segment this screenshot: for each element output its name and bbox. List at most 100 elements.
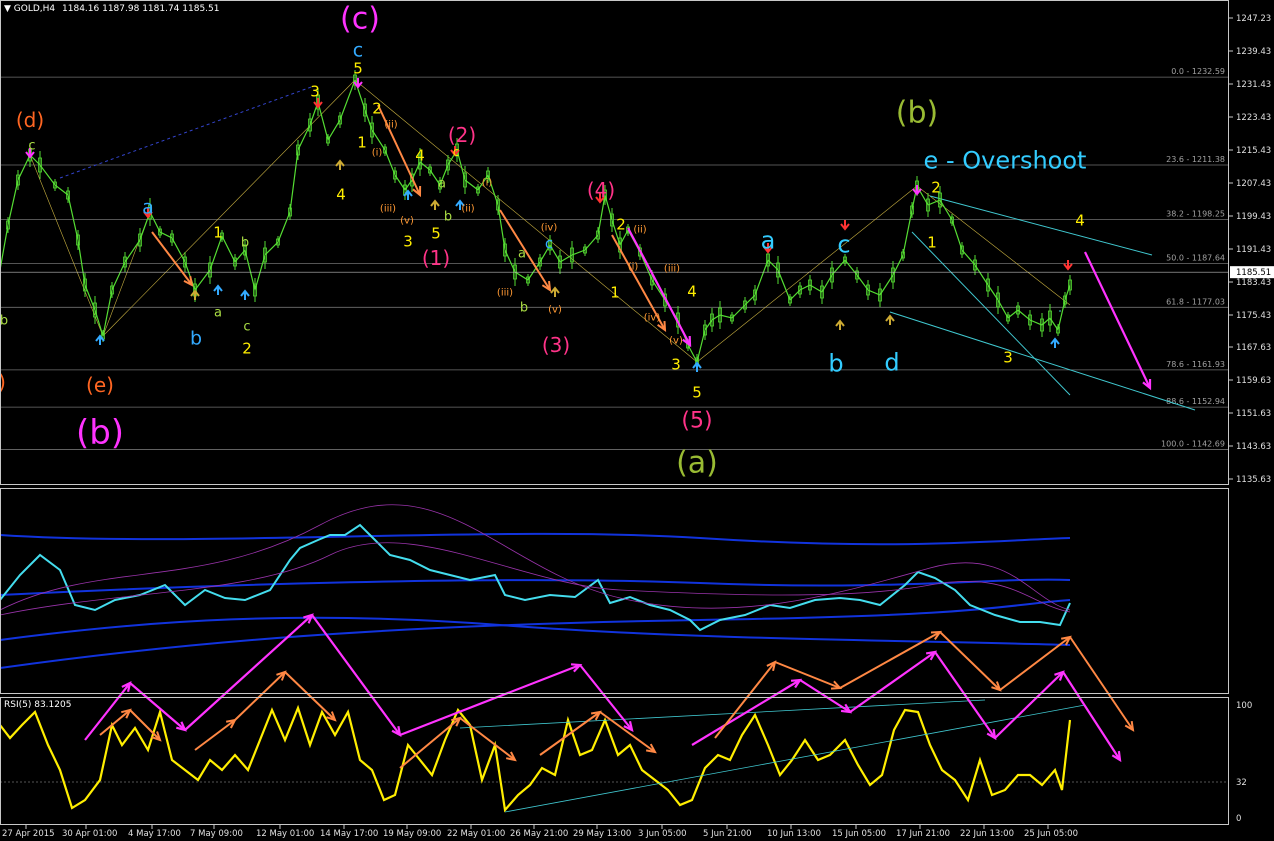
orange-arrow — [539, 711, 601, 756]
orange-arrow-head — [505, 751, 517, 762]
orange-arrow — [399, 717, 461, 769]
wave-label: (1) — [422, 246, 450, 270]
candle-body — [183, 256, 187, 268]
orange-arrow-head — [657, 320, 667, 333]
fibonacci-levels: 0.0 - 1232.59 23.6 - 1211.38 38.2 - 1198.2… — [0, 67, 1229, 450]
fib-label: 23.6 - 1211.38 — [1166, 155, 1225, 164]
time-tick-label: 5 Jun 21:00 — [703, 829, 752, 839]
fib-label: 50.0 - 1187.64 — [1166, 253, 1225, 262]
candle-body — [438, 180, 442, 190]
lower-band — [0, 599, 1071, 669]
wave-label: (i) — [628, 262, 639, 273]
wave-label: 3 — [671, 355, 681, 373]
orange-arrow-head — [326, 711, 337, 722]
magenta-arrow — [399, 663, 581, 737]
current-price-marker — [1230, 266, 1274, 279]
wave-label: e - Overshoot — [924, 146, 1087, 174]
wave-label: (5) — [681, 409, 712, 434]
rsi-pane-border — [0, 697, 1229, 825]
price-tick-label: 1151.63 — [1236, 409, 1271, 419]
wave-label: 1 — [927, 233, 937, 251]
orange-arrow — [1069, 636, 1134, 731]
time-tick-label: 22 May 01:00 — [447, 829, 505, 839]
wave-label: 4 — [415, 146, 425, 164]
candle-body — [526, 276, 530, 284]
orange-arrow — [599, 711, 656, 753]
wave-label: c — [545, 234, 553, 252]
wave-label: (v) — [400, 216, 414, 227]
wave-label: 2 — [242, 339, 252, 357]
candle-body — [288, 207, 292, 217]
wave-label: 5 — [353, 59, 363, 77]
magenta-arrow — [129, 682, 186, 731]
ohlc-values: 1184.16 1187.98 1181.74 1185.51 — [62, 4, 220, 14]
wave-label: 5 — [431, 224, 441, 242]
wave-label: a — [438, 177, 446, 192]
candle-body — [76, 234, 80, 246]
candle-body — [950, 216, 954, 224]
time-tick-label: 26 May 21:00 — [510, 829, 568, 839]
signal-arrows — [25, 78, 1152, 769]
wave-label: b — [190, 328, 202, 350]
candle-body — [363, 103, 367, 117]
candle-body — [548, 239, 552, 251]
magenta-arrow — [691, 679, 801, 746]
rsi-pane — [0, 699, 1229, 813]
orange-arrow-head — [645, 743, 657, 754]
candle-body — [208, 262, 212, 278]
wave-label: (a) — [676, 446, 718, 481]
wave-label: 1 — [357, 133, 367, 151]
wave-label: (ii) — [633, 225, 646, 236]
candle-body — [316, 94, 320, 110]
guide-line — [102, 79, 356, 337]
orange-arrow — [939, 631, 1001, 691]
candle-body — [503, 243, 507, 257]
orange-arrow — [714, 661, 776, 739]
candle-body — [583, 246, 587, 254]
price-tick-label: 1223.43 — [1236, 113, 1271, 123]
candle-body — [891, 267, 895, 283]
rsi-label: RSI(5) 83.1205 — [4, 700, 72, 710]
candle-body — [338, 115, 342, 125]
magenta-arrow-head — [1111, 750, 1122, 763]
magenta-arrow — [84, 682, 131, 741]
candle-body — [960, 245, 964, 255]
candle-body — [1048, 310, 1052, 326]
wave-label: (i) — [372, 148, 383, 159]
magenta-arrow — [994, 671, 1064, 739]
baseline-band — [0, 616, 1071, 646]
wave-label: 1 — [610, 283, 620, 301]
wave-label: a — [518, 247, 526, 262]
wave-label: 2 — [931, 178, 941, 196]
oscillator-pane-border — [0, 488, 1229, 694]
wave-label: (ii) — [384, 120, 397, 131]
time-tick-label: 19 May 09:00 — [383, 829, 441, 839]
candle-body — [243, 244, 247, 256]
candle-body — [1028, 314, 1032, 326]
dropdown-icon[interactable]: ▼ — [4, 4, 11, 14]
wave-label: a — [214, 306, 222, 321]
wave-label: b — [241, 236, 249, 251]
wave-label: b — [0, 314, 8, 329]
wave-label: a — [761, 226, 776, 254]
candle-body — [1040, 318, 1044, 332]
candle-body — [1016, 305, 1020, 315]
fib-label: 78.6 - 1161.93 — [1166, 360, 1225, 369]
candle-body — [263, 247, 267, 263]
candle-body — [1006, 314, 1010, 322]
wave-label: (v) — [669, 336, 683, 347]
guide-line — [929, 195, 1153, 256]
wave-label: (c) — [340, 2, 380, 37]
candle-body — [53, 181, 57, 189]
magenta-arrow-head — [623, 720, 634, 732]
time-tick-label: 22 Jun 13:00 — [960, 829, 1014, 839]
price-tick-label: 1175.43 — [1236, 311, 1271, 321]
candle-body — [496, 199, 500, 211]
wave-label: 3 — [310, 82, 320, 100]
time-tick-label: 7 May 09:00 — [190, 829, 243, 839]
candle-body — [353, 74, 357, 86]
rsi-tick-label: 100 — [1236, 701, 1252, 711]
time-tick-label: 17 Jun 21:00 — [896, 829, 950, 839]
